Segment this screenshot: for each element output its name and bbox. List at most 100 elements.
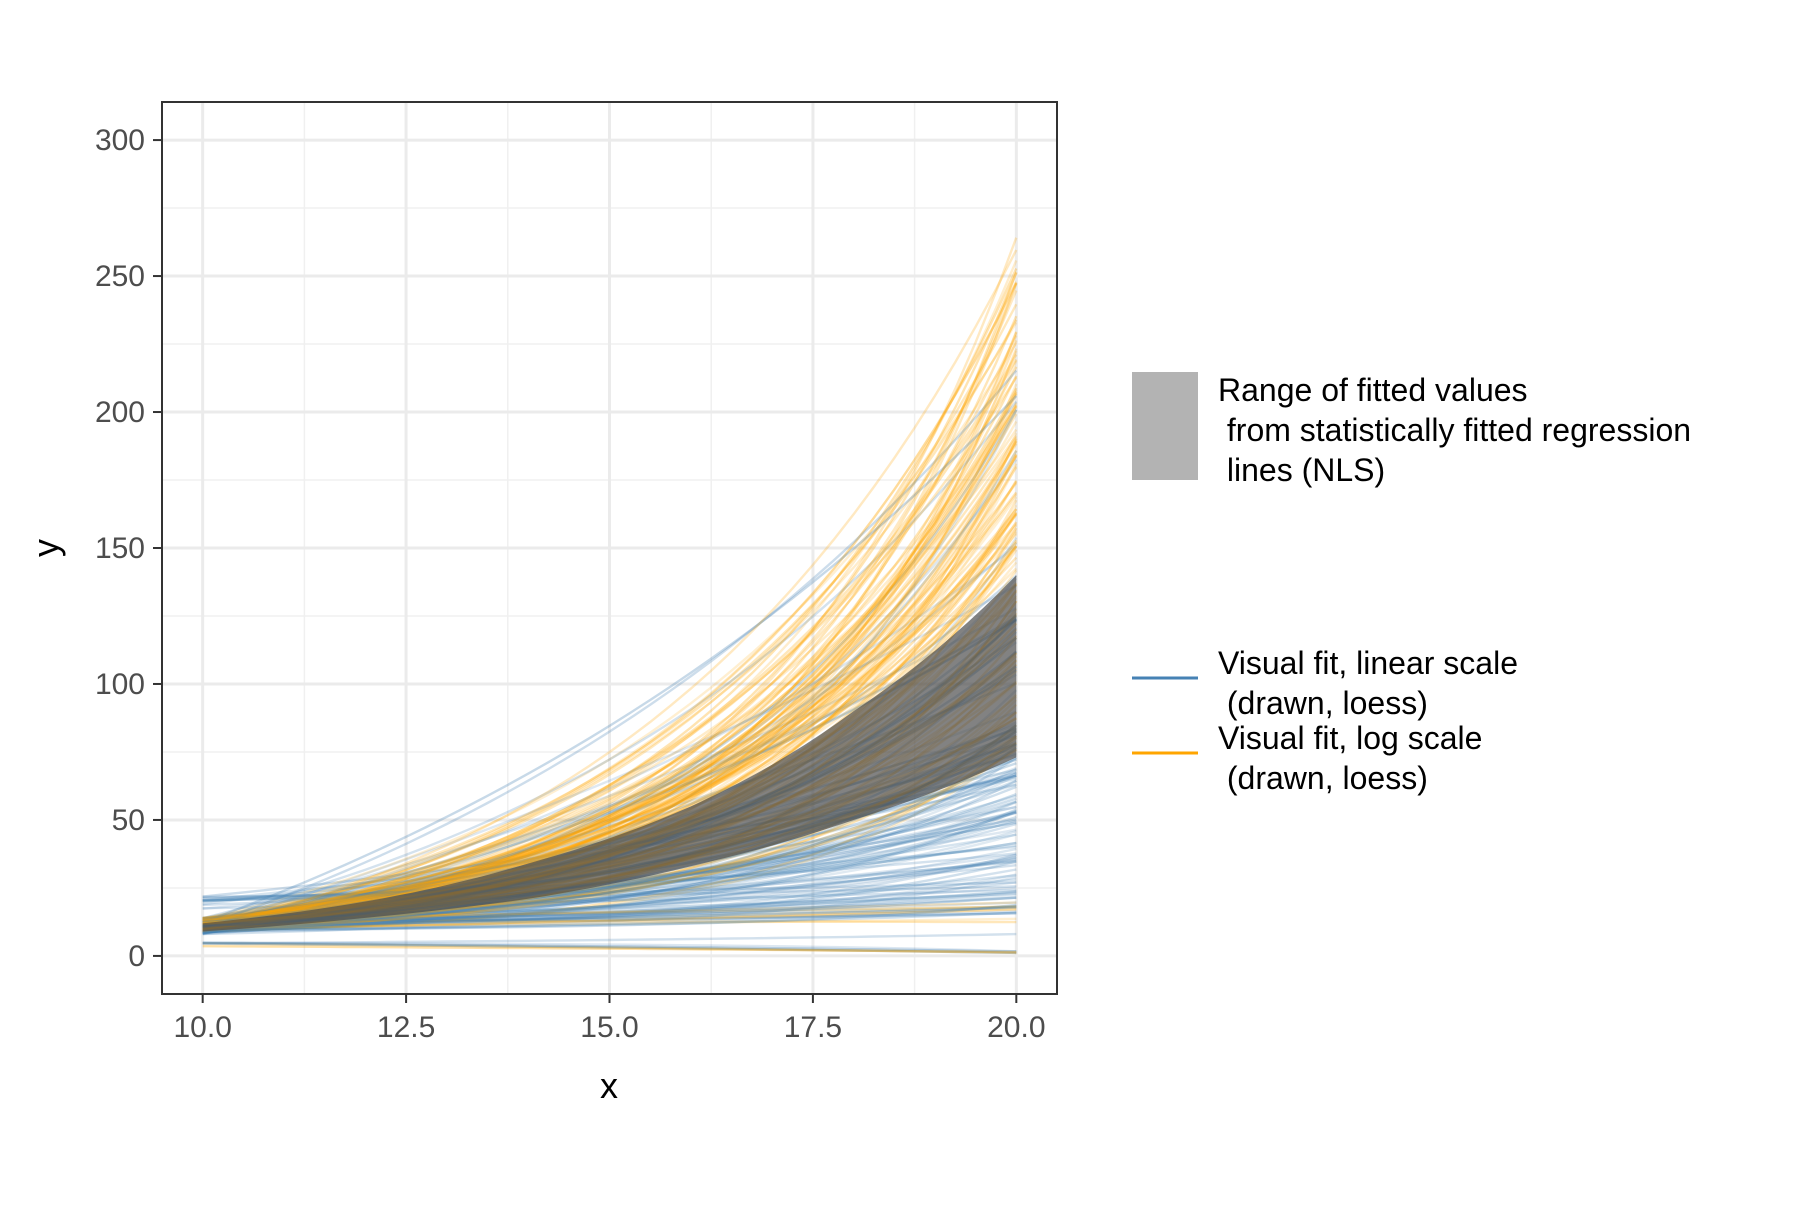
log-fit-line <box>202 282 1018 925</box>
linear-fit-line <box>202 369 1018 928</box>
linear-fit-line <box>202 779 1017 932</box>
log-fit-line <box>202 321 1018 920</box>
legend-label-band: from statistically fitted regression <box>1218 412 1691 448</box>
linear-fit-line <box>202 618 1017 933</box>
x-tick-label: 12.5 <box>377 1011 435 1044</box>
linear-fit-line <box>202 756 1017 934</box>
log-fit-line <box>202 511 1018 921</box>
linear-fit-line <box>202 615 1017 926</box>
log-fit-line <box>202 440 1018 925</box>
x-tick-label: 17.5 <box>784 1011 842 1044</box>
log-fit-line <box>202 439 1018 921</box>
linear-fit-line <box>202 400 1018 920</box>
linear-fit-line <box>202 853 1017 932</box>
y-tick-label: 50 <box>112 804 145 837</box>
log-fit-line <box>202 512 1018 922</box>
log-fit-line <box>202 281 1018 929</box>
log-fit-line <box>202 404 1018 923</box>
linear-fit-line <box>202 911 1017 931</box>
log-fit-line <box>202 391 1018 924</box>
y-axis-title: y <box>25 539 66 557</box>
log-fit-line <box>202 435 1018 926</box>
log-fit-line <box>202 404 1018 923</box>
log-fit-line <box>202 533 1018 925</box>
log-fit-line <box>202 406 1018 927</box>
linear-fit-line <box>202 855 1017 931</box>
log-fit-line <box>202 908 1017 932</box>
linear-fit-line <box>202 868 1017 936</box>
log-fit-line <box>202 919 1017 924</box>
grid-layer <box>162 102 1057 994</box>
legend: Range of fitted values from statisticall… <box>1132 372 1691 796</box>
y-tick-label: 200 <box>95 396 145 429</box>
log-fit-line <box>202 315 1018 928</box>
log-fit-line <box>202 744 1018 933</box>
log-fit-line <box>202 290 1018 928</box>
log-fit-line <box>202 493 1018 926</box>
log-fit-line <box>202 907 1017 931</box>
log-fit-line <box>202 905 1017 932</box>
log-fit-line <box>202 736 1018 933</box>
log-fit-line <box>202 387 1018 921</box>
linear-fit-line <box>202 545 1018 931</box>
legend-label-band: Range of fitted values <box>1218 372 1528 408</box>
log-fit-line <box>202 410 1018 922</box>
linear-fit-line <box>202 792 1017 933</box>
linear-fit-line <box>202 450 1018 925</box>
log-fit-line <box>202 522 1018 924</box>
log-fit-line <box>202 353 1018 931</box>
linear-fit-line <box>202 906 1017 925</box>
log-fit-line <box>202 508 1018 925</box>
log-fit-line <box>202 567 1018 921</box>
linear-fit-line <box>202 910 1017 927</box>
log-fit-line <box>202 334 1018 926</box>
log-fit-line <box>202 303 1018 925</box>
log-fit-line <box>202 905 1017 929</box>
x-axis-title: x <box>600 1065 618 1106</box>
linear-fit-line <box>202 584 1017 930</box>
linear-fit-line <box>202 858 1017 935</box>
legend-label-log: Visual fit, log scale <box>1218 720 1482 756</box>
log-fit-line <box>202 453 1018 925</box>
linear-fit-line <box>202 941 1017 953</box>
log-fit-line <box>202 482 1018 932</box>
tick-layer: 10.0 12.5 15.0 17.5 20.0 0 50 100 150 200 250 300 <box>95 124 1046 1044</box>
linear-fit-line <box>202 409 1018 931</box>
linear-fit-line <box>202 574 1018 923</box>
log-fit-line <box>202 413 1018 925</box>
linear-fit-line <box>202 885 1017 902</box>
band-layer <box>202 575 1017 932</box>
log-fit-line <box>202 428 1018 920</box>
log-fit-line <box>202 443 1018 924</box>
legend-label-band: lines (NLS) <box>1218 452 1385 488</box>
linear-fit-line <box>202 905 1017 933</box>
linear-fit-line <box>202 542 1018 932</box>
log-fit-line <box>202 917 1017 929</box>
linear-fit-line <box>202 810 1017 933</box>
log-fit-line <box>202 358 1018 933</box>
log-fit-line <box>202 342 1018 930</box>
x-tick-label: 10.0 <box>173 1011 231 1044</box>
log-fit-line <box>202 260 1018 923</box>
log-fit-line <box>202 480 1018 920</box>
log-fit-line <box>202 319 1018 922</box>
log-fit-line <box>202 402 1018 922</box>
linear-fit-line <box>202 891 1017 926</box>
log-fit-line <box>202 945 1017 954</box>
y-tick-label: 300 <box>95 124 145 157</box>
linear-fit-line <box>202 858 1017 934</box>
log-fit-line <box>202 508 1018 922</box>
linear-fit-line <box>202 756 1017 933</box>
x-tick-label: 15.0 <box>580 1011 638 1044</box>
legend-label-linear: Visual fit, linear scale <box>1218 645 1518 681</box>
linear-fit-line <box>202 896 1017 929</box>
linear-fit-line <box>202 860 1017 929</box>
linear-fit-line <box>202 800 1017 933</box>
linear-fit-line <box>202 873 1017 927</box>
legend-key-band <box>1132 372 1198 480</box>
log-fit-line <box>202 441 1018 923</box>
log-fit-line <box>202 496 1018 924</box>
log-fit-line <box>202 268 1018 930</box>
legend-label-log: (drawn, loess) <box>1218 760 1428 796</box>
